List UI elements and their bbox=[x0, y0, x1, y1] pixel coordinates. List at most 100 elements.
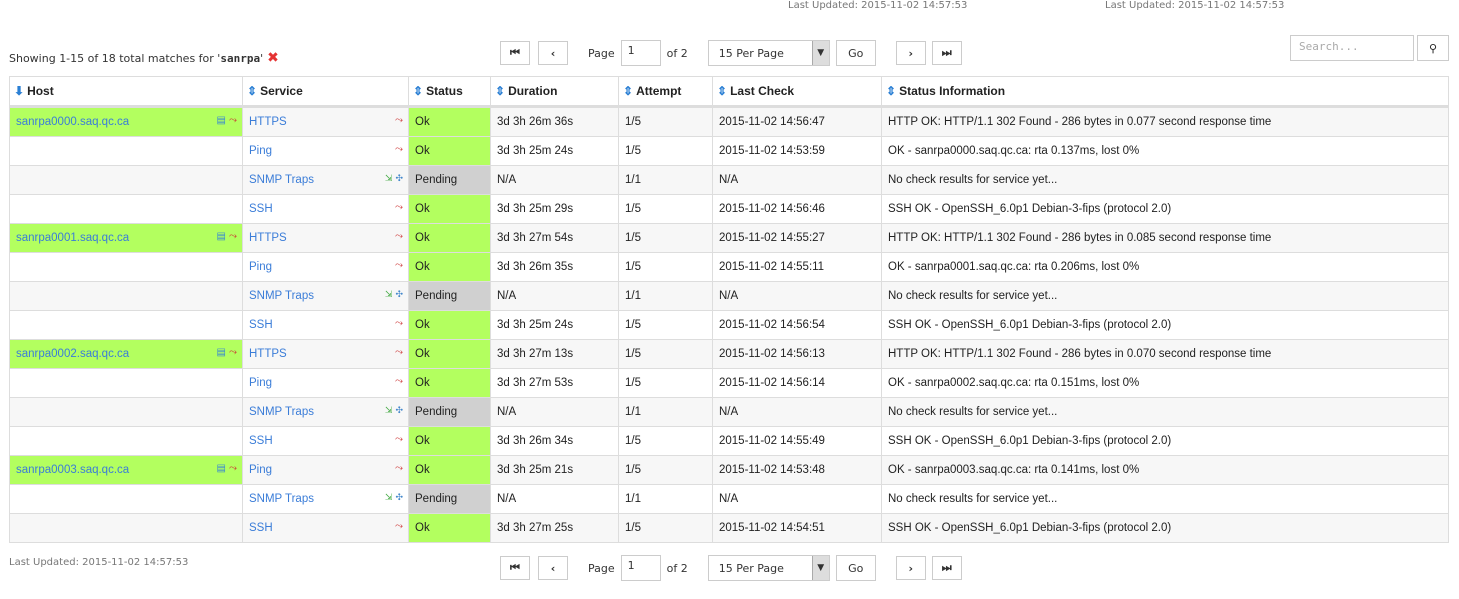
search-input[interactable]: Search... bbox=[1290, 35, 1414, 61]
service-link[interactable]: SNMP Traps bbox=[249, 174, 314, 186]
service-link[interactable]: Ping bbox=[249, 464, 273, 476]
service-link[interactable]: HTTPS bbox=[249, 116, 287, 128]
sort-icon[interactable]: ⇕ bbox=[495, 84, 506, 98]
sort-icon[interactable]: ⇕ bbox=[623, 84, 634, 98]
pager-bottom: ⏮ ‹ Page 1 of 2 15 Per Page ▼ Go › ⏭ bbox=[500, 555, 962, 581]
graph-icon[interactable]: ⤳ bbox=[229, 115, 237, 126]
service-link[interactable]: Ping bbox=[249, 145, 273, 157]
passive-check-icon: ⇲ bbox=[384, 405, 393, 415]
graph-icon[interactable]: ⤳ bbox=[229, 231, 237, 242]
next-page-button[interactable]: › bbox=[895, 556, 926, 580]
prev-page-button[interactable]: ‹ bbox=[538, 556, 568, 580]
host-cell: sanrpa0000.saq.qc.ca ▤ ⤳ bbox=[9, 106, 243, 137]
prev-page-button[interactable]: ‹ bbox=[538, 41, 568, 65]
duration-cell: N/A bbox=[490, 165, 619, 195]
duration-cell: 3d 3h 27m 54s bbox=[490, 223, 619, 253]
graph-icon[interactable]: ⤳ bbox=[395, 144, 403, 155]
service-cell: HTTPS ⤳ bbox=[242, 106, 409, 137]
column-label: Service bbox=[260, 84, 303, 98]
status-cell: Ok bbox=[408, 136, 491, 166]
service-link[interactable]: HTTPS bbox=[249, 232, 287, 244]
per-page-select[interactable]: 15 Per Page ▼ bbox=[707, 555, 830, 581]
column-header[interactable]: ⇕ Attempt bbox=[618, 76, 713, 108]
sort-down-icon[interactable]: ⬇ bbox=[14, 84, 25, 98]
graph-icon[interactable]: ⤳ bbox=[395, 463, 403, 474]
column-header[interactable]: ⇕ Service bbox=[242, 76, 409, 108]
first-page-button[interactable]: ⏮ bbox=[500, 556, 530, 580]
table-row: SNMP Traps ⇲ ✣ Pending N/A 1/1 N/A No chec… bbox=[9, 484, 1449, 514]
service-link[interactable]: SSH bbox=[249, 435, 273, 447]
service-link[interactable]: SNMP Traps bbox=[249, 493, 314, 505]
service-link[interactable]: SNMP Traps bbox=[249, 290, 314, 302]
service-cell: SSH ⤳ bbox=[242, 513, 409, 543]
notes-icon[interactable]: ▤ bbox=[216, 347, 226, 358]
sort-icon[interactable]: ⇕ bbox=[413, 84, 424, 98]
graph-icon[interactable]: ⤳ bbox=[395, 434, 403, 445]
status-cell: Ok bbox=[408, 368, 491, 398]
last-page-button[interactable]: ⏭ bbox=[931, 41, 962, 65]
graph-icon[interactable]: ⤳ bbox=[395, 318, 403, 329]
status-cell: Pending bbox=[408, 397, 491, 427]
last-check-cell: N/A bbox=[712, 281, 882, 311]
column-header[interactable]: ⇕ Status bbox=[408, 76, 491, 108]
service-link[interactable]: SSH bbox=[249, 522, 273, 534]
duration-cell: 3d 3h 25m 24s bbox=[490, 310, 619, 340]
host-link[interactable]: sanrpa0000.saq.qc.ca bbox=[16, 116, 130, 128]
service-cell: Ping ⤳ bbox=[242, 136, 409, 166]
sort-icon[interactable]: ⇕ bbox=[717, 84, 728, 98]
service-link[interactable]: Ping bbox=[249, 377, 273, 389]
sort-icon[interactable]: ⇕ bbox=[886, 84, 897, 98]
go-button[interactable]: Go bbox=[835, 555, 876, 581]
graph-icon[interactable]: ⤳ bbox=[395, 260, 403, 271]
graph-icon[interactable]: ⤳ bbox=[395, 347, 403, 358]
attempt-cell: 1/5 bbox=[618, 310, 713, 340]
duration-cell: 3d 3h 26m 34s bbox=[490, 426, 619, 456]
service-link[interactable]: Ping bbox=[249, 261, 273, 273]
table-row: sanrpa0000.saq.qc.ca ▤ ⤳ HTTPS ⤳ Ok 3d 3h 2… bbox=[9, 106, 1449, 137]
service-cell: SNMP Traps ⇲ ✣ bbox=[242, 165, 409, 195]
next-page-button[interactable]: › bbox=[895, 41, 926, 65]
host-link[interactable]: sanrpa0003.saq.qc.ca bbox=[16, 464, 130, 476]
graph-icon[interactable]: ⤳ bbox=[395, 521, 403, 532]
graph-icon[interactable]: ⤳ bbox=[395, 231, 403, 242]
status-cell: Ok bbox=[408, 223, 491, 253]
first-page-button[interactable]: ⏮ bbox=[500, 41, 530, 65]
page-input[interactable]: 1 bbox=[620, 40, 661, 66]
notes-icon[interactable]: ▤ bbox=[216, 463, 226, 474]
host-link[interactable]: sanrpa0002.saq.qc.ca bbox=[16, 348, 130, 360]
clear-search-icon[interactable]: ✖ bbox=[267, 50, 279, 66]
page-input[interactable]: 1 bbox=[620, 555, 661, 581]
last-check-cell: N/A bbox=[712, 165, 882, 195]
column-header[interactable]: ⇕ Duration bbox=[490, 76, 619, 108]
notes-icon[interactable]: ▤ bbox=[216, 231, 226, 242]
column-header[interactable]: ⬇ Host bbox=[9, 76, 243, 108]
graph-icon[interactable]: ⤳ bbox=[229, 463, 237, 474]
per-page-select[interactable]: 15 Per Page ▼ bbox=[707, 40, 830, 66]
service-link[interactable]: HTTPS bbox=[249, 348, 287, 360]
host-cell: sanrpa0003.saq.qc.ca ▤ ⤳ bbox=[9, 455, 243, 485]
host-link[interactable]: sanrpa0001.saq.qc.ca bbox=[16, 232, 130, 244]
host-cell bbox=[9, 484, 243, 514]
column-header[interactable]: ⇕ Last Check bbox=[712, 76, 882, 108]
service-link[interactable]: SSH bbox=[249, 319, 273, 331]
graph-icon[interactable]: ⤳ bbox=[229, 347, 237, 358]
attempt-cell: 1/5 bbox=[618, 252, 713, 282]
status-cell: Pending bbox=[408, 165, 491, 195]
services-table: ⬇ Host ⇕ Service ⇕ Status ⇕ Duration ⇕ Attempt ⇕ La… bbox=[9, 76, 1449, 543]
column-header[interactable]: ⇕ Status Information bbox=[881, 76, 1449, 108]
notes-icon[interactable]: ▤ bbox=[216, 115, 226, 126]
graph-icon[interactable]: ⤳ bbox=[395, 202, 403, 213]
go-button[interactable]: Go bbox=[835, 40, 876, 66]
service-link[interactable]: SNMP Traps bbox=[249, 406, 314, 418]
service-link[interactable]: SSH bbox=[249, 203, 273, 215]
column-label: Last Check bbox=[730, 84, 795, 98]
search-button[interactable]: ⚲ bbox=[1417, 35, 1449, 61]
last-page-button[interactable]: ⏭ bbox=[931, 556, 962, 580]
graph-icon[interactable]: ⤳ bbox=[395, 115, 403, 126]
graph-icon[interactable]: ⤳ bbox=[395, 376, 403, 387]
status-cell: Ok bbox=[408, 310, 491, 340]
status-info-cell: HTTP OK: HTTP/1.1 302 Found - 286 bytes … bbox=[881, 339, 1449, 369]
table-row: Ping ⤳ Ok 3d 3h 25m 24s 1/5 2015-11-02 14… bbox=[9, 136, 1449, 166]
column-label: Attempt bbox=[636, 84, 682, 98]
sort-icon[interactable]: ⇕ bbox=[247, 84, 258, 98]
